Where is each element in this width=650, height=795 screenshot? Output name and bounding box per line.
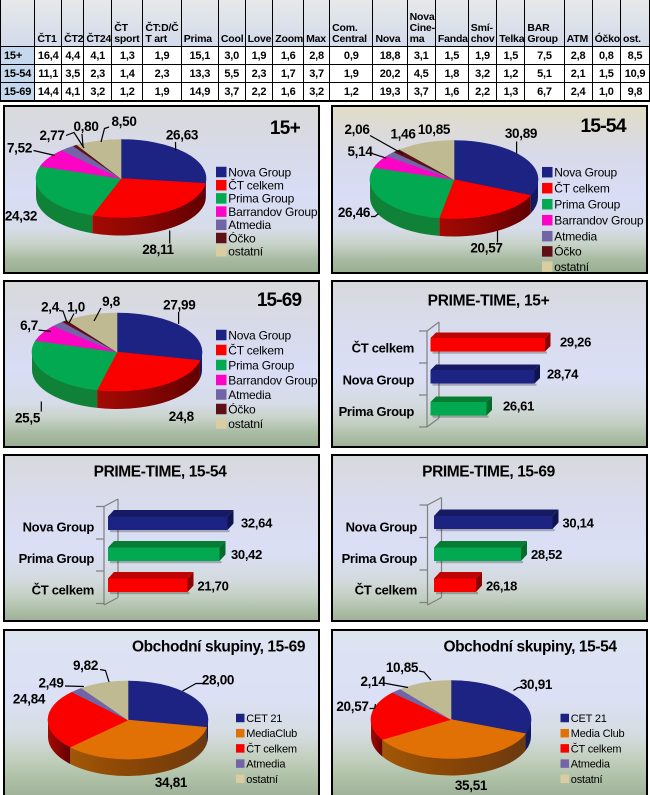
svg-text:PRIME-TIME, 15-54: PRIME-TIME, 15-54 (94, 464, 228, 481)
svg-text:ČT celkem: ČT celkem (571, 742, 622, 755)
svg-text:Nova Group: Nova Group (23, 520, 95, 535)
svg-text:Prima Group: Prima Group (554, 198, 620, 212)
svg-text:24,84: 24,84 (13, 692, 46, 707)
svg-text:26,18: 26,18 (486, 579, 517, 594)
svg-text:28,74: 28,74 (547, 367, 579, 382)
svg-text:24,32: 24,32 (5, 209, 37, 224)
svg-text:28,52: 28,52 (531, 547, 562, 562)
svg-text:2,49: 2,49 (38, 676, 63, 691)
svg-text:Atmedia: Atmedia (554, 230, 597, 244)
svg-text:Atmedia: Atmedia (228, 388, 271, 402)
svg-text:ČT celkem: ČT celkem (246, 742, 297, 755)
svg-text:10,85: 10,85 (386, 660, 419, 675)
svg-text:PRIME-TIME, 15+: PRIME-TIME, 15+ (428, 293, 550, 310)
svg-text:30,91: 30,91 (520, 677, 553, 692)
svg-text:28,11: 28,11 (142, 242, 174, 257)
svg-text:10,85: 10,85 (418, 122, 451, 137)
svg-text:Nova Group: Nova Group (554, 166, 617, 180)
svg-text:34,81: 34,81 (155, 775, 188, 790)
svg-text:35,51: 35,51 (455, 778, 488, 793)
svg-text:9,8: 9,8 (102, 294, 121, 309)
svg-text:PRIME-TIME, 15-69: PRIME-TIME, 15-69 (422, 464, 556, 481)
svg-text:ČT celkem: ČT celkem (228, 342, 284, 357)
svg-text:20,57: 20,57 (470, 240, 502, 255)
svg-text:7,52: 7,52 (7, 140, 32, 155)
svg-text:32,64: 32,64 (241, 516, 273, 531)
svg-text:ostatní: ostatní (228, 417, 263, 431)
svg-text:27,99: 27,99 (163, 298, 195, 313)
svg-text:Prima Group: Prima Group (19, 551, 95, 566)
svg-text:28,00: 28,00 (202, 673, 234, 688)
svg-text:26,46: 26,46 (338, 205, 371, 220)
svg-text:Prima Group: Prima Group (228, 358, 294, 372)
svg-text:Nova Group: Nova Group (343, 373, 415, 388)
svg-text:ostatní: ostatní (554, 260, 589, 274)
svg-text:Nova Group: Nova Group (346, 520, 418, 535)
svg-text:Prima Group: Prima Group (228, 192, 294, 206)
svg-text:ČT celkem: ČT celkem (554, 181, 610, 196)
svg-text:Nova Group: Nova Group (228, 328, 291, 342)
svg-text:Prima Group: Prima Group (342, 551, 418, 566)
svg-text:15-69: 15-69 (257, 290, 302, 311)
svg-text:1,0: 1,0 (67, 300, 85, 315)
svg-text:Óčko: Óčko (554, 244, 582, 259)
svg-text:29,26: 29,26 (560, 335, 591, 350)
svg-text:Barrandov Group: Barrandov Group (228, 205, 318, 219)
svg-text:26,61: 26,61 (503, 399, 534, 414)
svg-text:Óčko: Óčko (228, 230, 256, 245)
svg-text:26,63: 26,63 (166, 128, 199, 143)
svg-text:ostatní: ostatní (571, 774, 603, 786)
svg-text:25,5: 25,5 (15, 410, 41, 425)
svg-text:24,8: 24,8 (169, 409, 195, 424)
svg-text:Óčko: Óčko (228, 401, 256, 416)
svg-text:ČT celkem: ČT celkem (32, 583, 94, 598)
svg-text:5,14: 5,14 (347, 144, 373, 159)
svg-text:Obchodní skupiny, 15-54: Obchodní skupiny, 15-54 (443, 639, 617, 656)
svg-text:CET 21: CET 21 (571, 713, 607, 725)
svg-text:8,50: 8,50 (111, 114, 136, 129)
svg-text:Barrandov Group: Barrandov Group (554, 214, 644, 228)
svg-text:6,7: 6,7 (20, 318, 38, 333)
svg-text:15+: 15+ (270, 118, 301, 139)
svg-text:2,06: 2,06 (344, 122, 370, 137)
svg-text:CET 21: CET 21 (246, 713, 282, 725)
svg-text:2,4: 2,4 (41, 300, 60, 315)
svg-text:15-54: 15-54 (580, 115, 626, 137)
svg-text:Prima Group: Prima Group (339, 404, 415, 419)
svg-text:20,57: 20,57 (336, 699, 368, 714)
svg-text:30,42: 30,42 (231, 547, 262, 562)
svg-text:Nova Group: Nova Group (228, 165, 291, 179)
svg-text:Barrandov Group: Barrandov Group (228, 373, 318, 387)
svg-text:Atmedia: Atmedia (246, 759, 286, 771)
svg-text:0,80: 0,80 (73, 119, 98, 134)
svg-text:Atmedia: Atmedia (571, 759, 611, 771)
svg-text:21,70: 21,70 (198, 579, 229, 594)
svg-text:2,14: 2,14 (360, 674, 386, 689)
svg-text:1,46: 1,46 (390, 127, 416, 142)
svg-text:9,82: 9,82 (73, 658, 98, 673)
svg-text:ČT celkem: ČT celkem (352, 341, 414, 356)
svg-text:ČT celkem: ČT celkem (228, 178, 284, 193)
svg-text:2,77: 2,77 (39, 128, 64, 143)
svg-text:MediaClub: MediaClub (246, 728, 297, 740)
svg-text:30,89: 30,89 (505, 126, 537, 141)
svg-text:ČT celkem: ČT celkem (355, 583, 417, 598)
svg-text:ostatní: ostatní (228, 245, 263, 259)
svg-text:Media Club: Media Club (571, 728, 625, 740)
svg-text:ostatní: ostatní (246, 774, 278, 786)
svg-text:Obchodní skupiny, 15-69: Obchodní skupiny, 15-69 (132, 639, 306, 656)
svg-text:Atmedia: Atmedia (228, 218, 271, 232)
svg-text:30,14: 30,14 (563, 516, 595, 531)
